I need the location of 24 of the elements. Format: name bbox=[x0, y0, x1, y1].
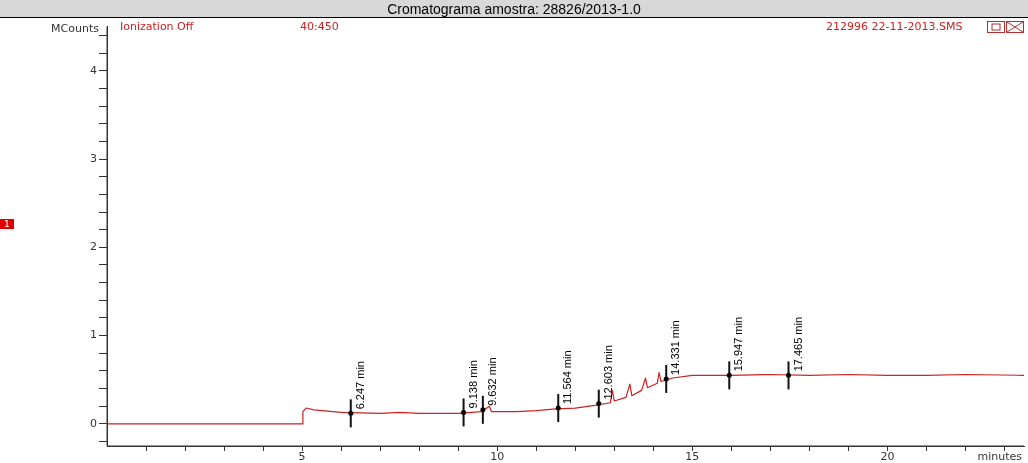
annotation: 9.138 min bbox=[466, 360, 479, 409]
annotation: Ionization Off bbox=[120, 20, 194, 33]
x-tick-label: 20 bbox=[880, 450, 895, 463]
annotation: 17.465 min bbox=[791, 316, 804, 372]
x-tick-label: 5 bbox=[298, 450, 306, 463]
y-tick-label: 0 bbox=[90, 416, 97, 430]
y-axis-title: MCounts bbox=[51, 22, 100, 36]
x-tick-label: 15 bbox=[685, 450, 700, 463]
annotation: 12.603 min bbox=[601, 345, 614, 400]
annotation: 15.947 min bbox=[732, 316, 745, 372]
annotation: 9.632 min bbox=[485, 357, 498, 406]
annotation: 40:450 bbox=[300, 20, 339, 33]
annotation: 11.564 min bbox=[561, 350, 574, 405]
x-axis-title: minutes bbox=[977, 450, 1023, 463]
annotation: 6.247 min bbox=[353, 361, 366, 410]
y-tick-label: 4 bbox=[90, 63, 97, 77]
x-tick-label: 10 bbox=[490, 450, 505, 463]
y-tick-label: 2 bbox=[90, 240, 97, 254]
chart-title: Cromatograma amostra: 28826/2013-1.0 bbox=[0, 1, 1028, 17]
text: 1 bbox=[0, 219, 14, 229]
annotation: 212996 22-11-2013.SMS bbox=[826, 20, 963, 33]
y-tick-label: 1 bbox=[90, 328, 97, 342]
y-tick-label: 3 bbox=[90, 151, 97, 165]
annotation: 14.331 min bbox=[669, 320, 682, 375]
